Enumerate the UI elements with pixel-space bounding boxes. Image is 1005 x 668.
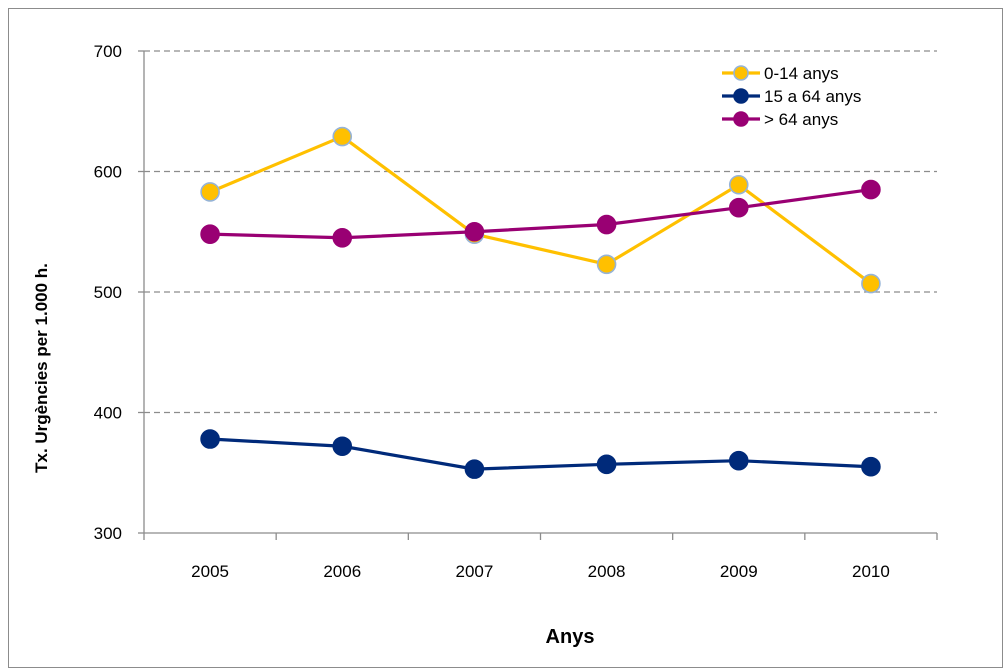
legend-label: > 64 anys [764,110,838,129]
legend-label: 15 a 64 anys [764,87,861,106]
data-point [596,254,617,275]
legend-item: > 64 anys [722,110,838,129]
y-tick-label: 400 [94,404,122,423]
y-axis-title: Tx. Urgències per 1.000 h. [32,263,51,473]
data-point [861,456,881,477]
legend-label: 0-14 anys [764,64,839,83]
y-tick-label: 700 [94,42,122,61]
x-tick-label: 2010 [852,562,890,581]
data-point [728,197,749,218]
data-point [332,227,353,248]
legend-marker [733,65,749,81]
y-tick-labels: 300 400 500 600 700 [94,42,122,543]
series-line [210,187,872,240]
data-point [861,179,881,200]
legend-marker [733,111,749,127]
legend-item: 15 a 64 anys [722,87,861,106]
gridlines [144,50,937,414]
legend-item: 0-14 anys [722,64,839,83]
data-point [200,429,220,449]
series-group [200,126,881,479]
data-point [200,182,220,202]
x-tick-label: 2005 [191,562,229,581]
x-tick-label: 2006 [323,562,361,581]
data-point [728,174,749,195]
data-point [728,450,749,471]
x-tick-labels: 2005 2006 2007 2008 2009 2010 [191,562,890,581]
data-point [596,454,617,475]
legend-marker [733,88,749,104]
data-point [332,436,353,457]
data-point [332,126,353,147]
series-line [209,437,871,471]
legend: 0-14 anys 15 a 64 anys > 64 anys [722,64,861,129]
series-1 [200,126,881,294]
series-line [209,134,872,285]
x-axis-title: Anys [546,626,595,648]
y-tick-label: 300 [94,524,122,543]
data-point [464,221,485,242]
data-point [596,214,617,235]
series-2 [200,429,881,479]
data-point [464,459,485,479]
data-point [200,224,220,244]
y-tick-label: 600 [94,163,122,182]
series-3 [200,179,881,248]
axes [138,50,938,540]
line-chart: 300 400 500 600 700 2005 2006 2007 2008 2009 2010… [32,42,938,648]
x-tick-label: 2007 [456,562,494,581]
x-tick-label: 2009 [720,562,758,581]
y-tick-label: 500 [94,283,122,302]
data-point [861,273,881,294]
x-tick-label: 2008 [588,562,626,581]
chart-frame [8,8,1003,668]
